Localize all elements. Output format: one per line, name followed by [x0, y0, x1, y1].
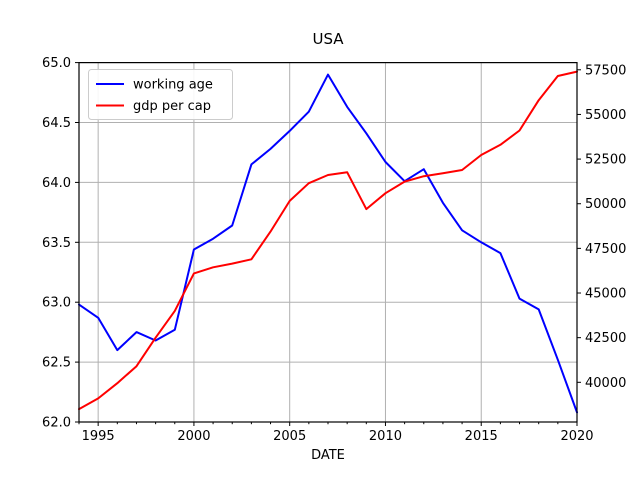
- working-age-line: [78, 73, 578, 414]
- left-tick-label: 63.0: [42, 296, 71, 311]
- right-tick-label: 40000: [585, 376, 626, 391]
- left-tick-label: 64.5: [42, 116, 71, 131]
- left-tick-label: 62.5: [42, 356, 71, 371]
- legend-box: [88, 69, 233, 120]
- x-tick-label: 1995: [82, 429, 115, 444]
- right-tick-label: 45000: [585, 287, 626, 302]
- x-tick-label: 2005: [273, 429, 306, 444]
- right-tick-label: 57500: [585, 63, 626, 78]
- x-tick-label: 2015: [465, 429, 498, 444]
- left-tick-label: 63.5: [42, 236, 71, 251]
- left-tick-label: 65.0: [42, 56, 71, 71]
- right-tick-label: 42500: [585, 331, 626, 346]
- right-tick-label: 50000: [585, 197, 626, 212]
- legend-label-working-age: working age: [133, 78, 213, 93]
- right-tick-label: 52500: [585, 153, 626, 168]
- left-tick-label: 62.0: [42, 416, 71, 431]
- x-tick-label: 2010: [369, 429, 402, 444]
- left-tick-label: 64.0: [42, 176, 71, 191]
- right-tick-label: 55000: [585, 108, 626, 123]
- x-tick-label: 2020: [560, 429, 593, 444]
- legend-label-gdp-per-cap: gdp per cap: [133, 99, 211, 114]
- gdp-per-cap-line: [78, 70, 578, 411]
- right-tick-label: 47500: [585, 242, 626, 257]
- x-axis-label: DATE: [311, 448, 345, 463]
- ticks: 1995 2000 2005 2010 2015 2020 62.0 62.5 63.0 63.5…: [42, 56, 626, 444]
- legend: working age gdp per cap: [88, 69, 233, 120]
- chart-title: USA: [312, 30, 344, 48]
- x-tick-label: 2000: [177, 429, 210, 444]
